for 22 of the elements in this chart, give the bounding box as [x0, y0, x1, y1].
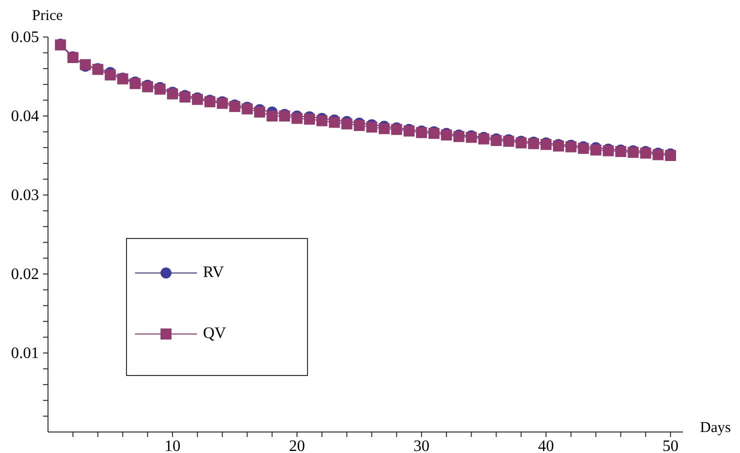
y-tick-label: 0.02	[11, 266, 39, 283]
y-tick-label: 0.03	[11, 187, 39, 204]
y-tick-label: 0.05	[11, 29, 39, 46]
x-tick-label: 20	[289, 438, 306, 453]
point	[316, 115, 328, 126]
x-tick-label: 10	[164, 438, 181, 453]
point	[254, 106, 266, 118]
y-tick-label: 0.01	[11, 345, 39, 362]
x-tick-label: 50	[662, 438, 679, 453]
point	[304, 114, 315, 125]
y-axis-title: Price	[32, 8, 63, 25]
point	[366, 122, 378, 133]
point	[328, 116, 340, 128]
point	[378, 123, 390, 134]
x-tick-label: 40	[538, 438, 554, 453]
point	[292, 112, 303, 124]
x-tick-label: 30	[414, 438, 430, 453]
legend-label: QV	[203, 325, 226, 343]
point	[266, 110, 278, 122]
legend-label: RV	[203, 264, 224, 282]
x-axis-title: Days	[700, 420, 731, 437]
y-tick-label: 0.04	[11, 108, 39, 125]
